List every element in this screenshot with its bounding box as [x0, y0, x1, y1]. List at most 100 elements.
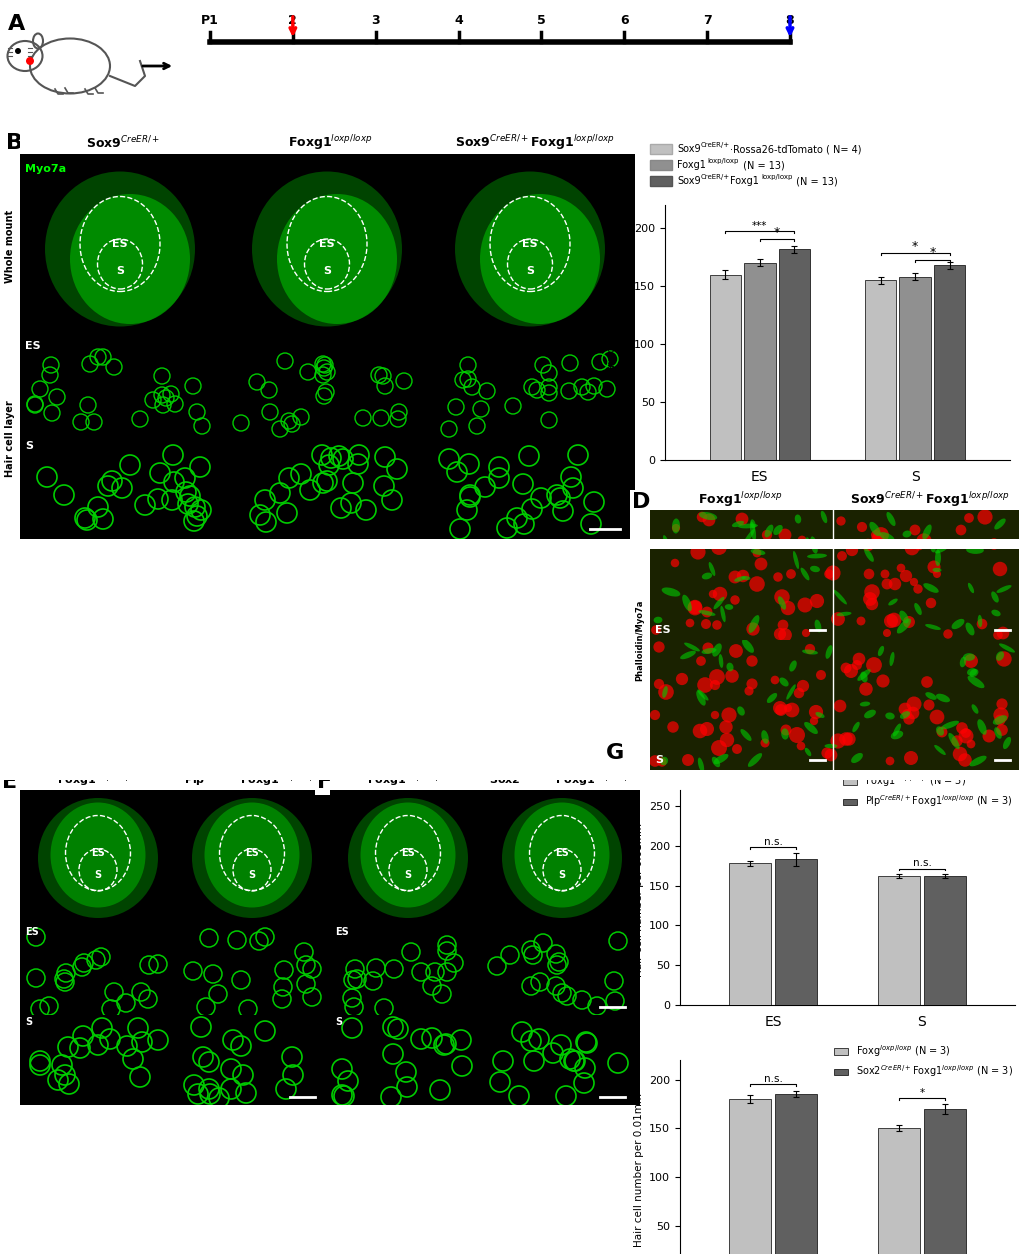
Ellipse shape: [877, 646, 883, 656]
Ellipse shape: [672, 518, 680, 533]
Circle shape: [746, 656, 757, 667]
Circle shape: [760, 739, 768, 747]
Circle shape: [865, 657, 881, 673]
Circle shape: [815, 670, 825, 680]
Circle shape: [809, 717, 817, 725]
Circle shape: [856, 617, 864, 626]
Circle shape: [744, 686, 753, 696]
Circle shape: [915, 533, 930, 549]
Circle shape: [702, 514, 714, 527]
Bar: [932, 266, 965, 460]
Circle shape: [730, 596, 739, 604]
Bar: [923, 1109, 965, 1254]
Ellipse shape: [747, 754, 761, 767]
Circle shape: [682, 754, 693, 766]
Text: Foxg1$^{loxp/loxp}$: Foxg1$^{loxp/loxp}$: [57, 771, 132, 789]
Circle shape: [920, 676, 932, 688]
Text: 8: 8: [785, 14, 794, 28]
Text: ES: ES: [654, 624, 669, 635]
Circle shape: [804, 643, 814, 655]
Ellipse shape: [719, 606, 725, 622]
Text: ES: ES: [25, 927, 39, 937]
Ellipse shape: [662, 535, 668, 547]
Text: ES: ES: [554, 848, 569, 858]
Circle shape: [996, 651, 1011, 667]
Circle shape: [784, 702, 799, 717]
Ellipse shape: [996, 586, 1011, 593]
Circle shape: [746, 678, 757, 690]
Bar: [864, 281, 896, 460]
Ellipse shape: [701, 573, 711, 579]
Ellipse shape: [711, 643, 721, 657]
Circle shape: [884, 756, 894, 765]
Bar: [729, 1099, 770, 1254]
Ellipse shape: [948, 732, 959, 749]
Circle shape: [780, 539, 788, 548]
Text: Sox9$^{CreER/+}$: Sox9$^{CreER/+}$: [86, 134, 160, 152]
Ellipse shape: [701, 648, 715, 655]
Circle shape: [960, 729, 970, 737]
Ellipse shape: [886, 512, 895, 525]
Text: Sox9$^{CreER/+}$Foxg1$^{loxp/loxp}$: Sox9$^{CreER/+}$Foxg1$^{loxp/loxp}$: [454, 133, 614, 153]
Text: ES: ES: [25, 341, 41, 351]
Circle shape: [829, 734, 845, 749]
Ellipse shape: [800, 568, 809, 581]
Text: CreER/+: CreER/+: [700, 142, 730, 148]
Ellipse shape: [824, 645, 832, 658]
Circle shape: [696, 512, 706, 522]
Ellipse shape: [833, 589, 846, 604]
Ellipse shape: [889, 652, 894, 666]
Ellipse shape: [749, 522, 755, 540]
Circle shape: [728, 571, 741, 583]
Bar: [649, 161, 672, 171]
Text: H: H: [605, 1013, 625, 1033]
Ellipse shape: [750, 549, 764, 556]
Circle shape: [963, 513, 973, 523]
Circle shape: [906, 707, 918, 720]
Circle shape: [772, 572, 782, 582]
Ellipse shape: [792, 551, 798, 569]
Circle shape: [987, 538, 999, 549]
Text: Sox2$^{CreER/+}$Foxg1$^{loxp/loxp}$: Sox2$^{CreER/+}$Foxg1$^{loxp/loxp}$: [488, 771, 631, 789]
Text: Foxg1: Foxg1: [730, 176, 758, 186]
Text: n.s.: n.s.: [763, 836, 782, 846]
Text: ·Rossa26-tdTomato ( N= 4): ·Rossa26-tdTomato ( N= 4): [730, 144, 861, 154]
Circle shape: [955, 722, 967, 734]
Ellipse shape: [935, 693, 949, 702]
Circle shape: [754, 558, 766, 571]
Circle shape: [996, 698, 1007, 710]
Text: B: B: [6, 133, 23, 153]
Circle shape: [882, 630, 891, 637]
Circle shape: [701, 607, 711, 617]
Ellipse shape: [969, 668, 977, 677]
Ellipse shape: [823, 744, 837, 749]
Ellipse shape: [794, 514, 801, 523]
Circle shape: [687, 601, 702, 616]
Circle shape: [993, 707, 1008, 722]
Text: 3: 3: [371, 14, 380, 28]
Circle shape: [676, 673, 688, 685]
Ellipse shape: [480, 194, 599, 324]
Ellipse shape: [750, 519, 755, 529]
Text: Sox9: Sox9: [677, 144, 700, 154]
Circle shape: [914, 542, 922, 551]
Circle shape: [912, 584, 922, 593]
Circle shape: [981, 730, 995, 742]
Ellipse shape: [711, 756, 719, 767]
Ellipse shape: [661, 587, 680, 597]
Circle shape: [837, 551, 846, 561]
Ellipse shape: [959, 657, 965, 667]
Circle shape: [824, 566, 840, 581]
Circle shape: [15, 48, 21, 54]
Circle shape: [797, 535, 806, 544]
Circle shape: [976, 509, 991, 524]
Text: Myo7a: Myo7a: [25, 164, 66, 174]
Ellipse shape: [965, 622, 973, 636]
Text: S: S: [249, 870, 256, 880]
Circle shape: [958, 729, 972, 744]
Circle shape: [796, 741, 805, 750]
Circle shape: [719, 732, 734, 747]
Circle shape: [712, 587, 727, 601]
Ellipse shape: [977, 614, 981, 627]
Ellipse shape: [742, 529, 754, 545]
